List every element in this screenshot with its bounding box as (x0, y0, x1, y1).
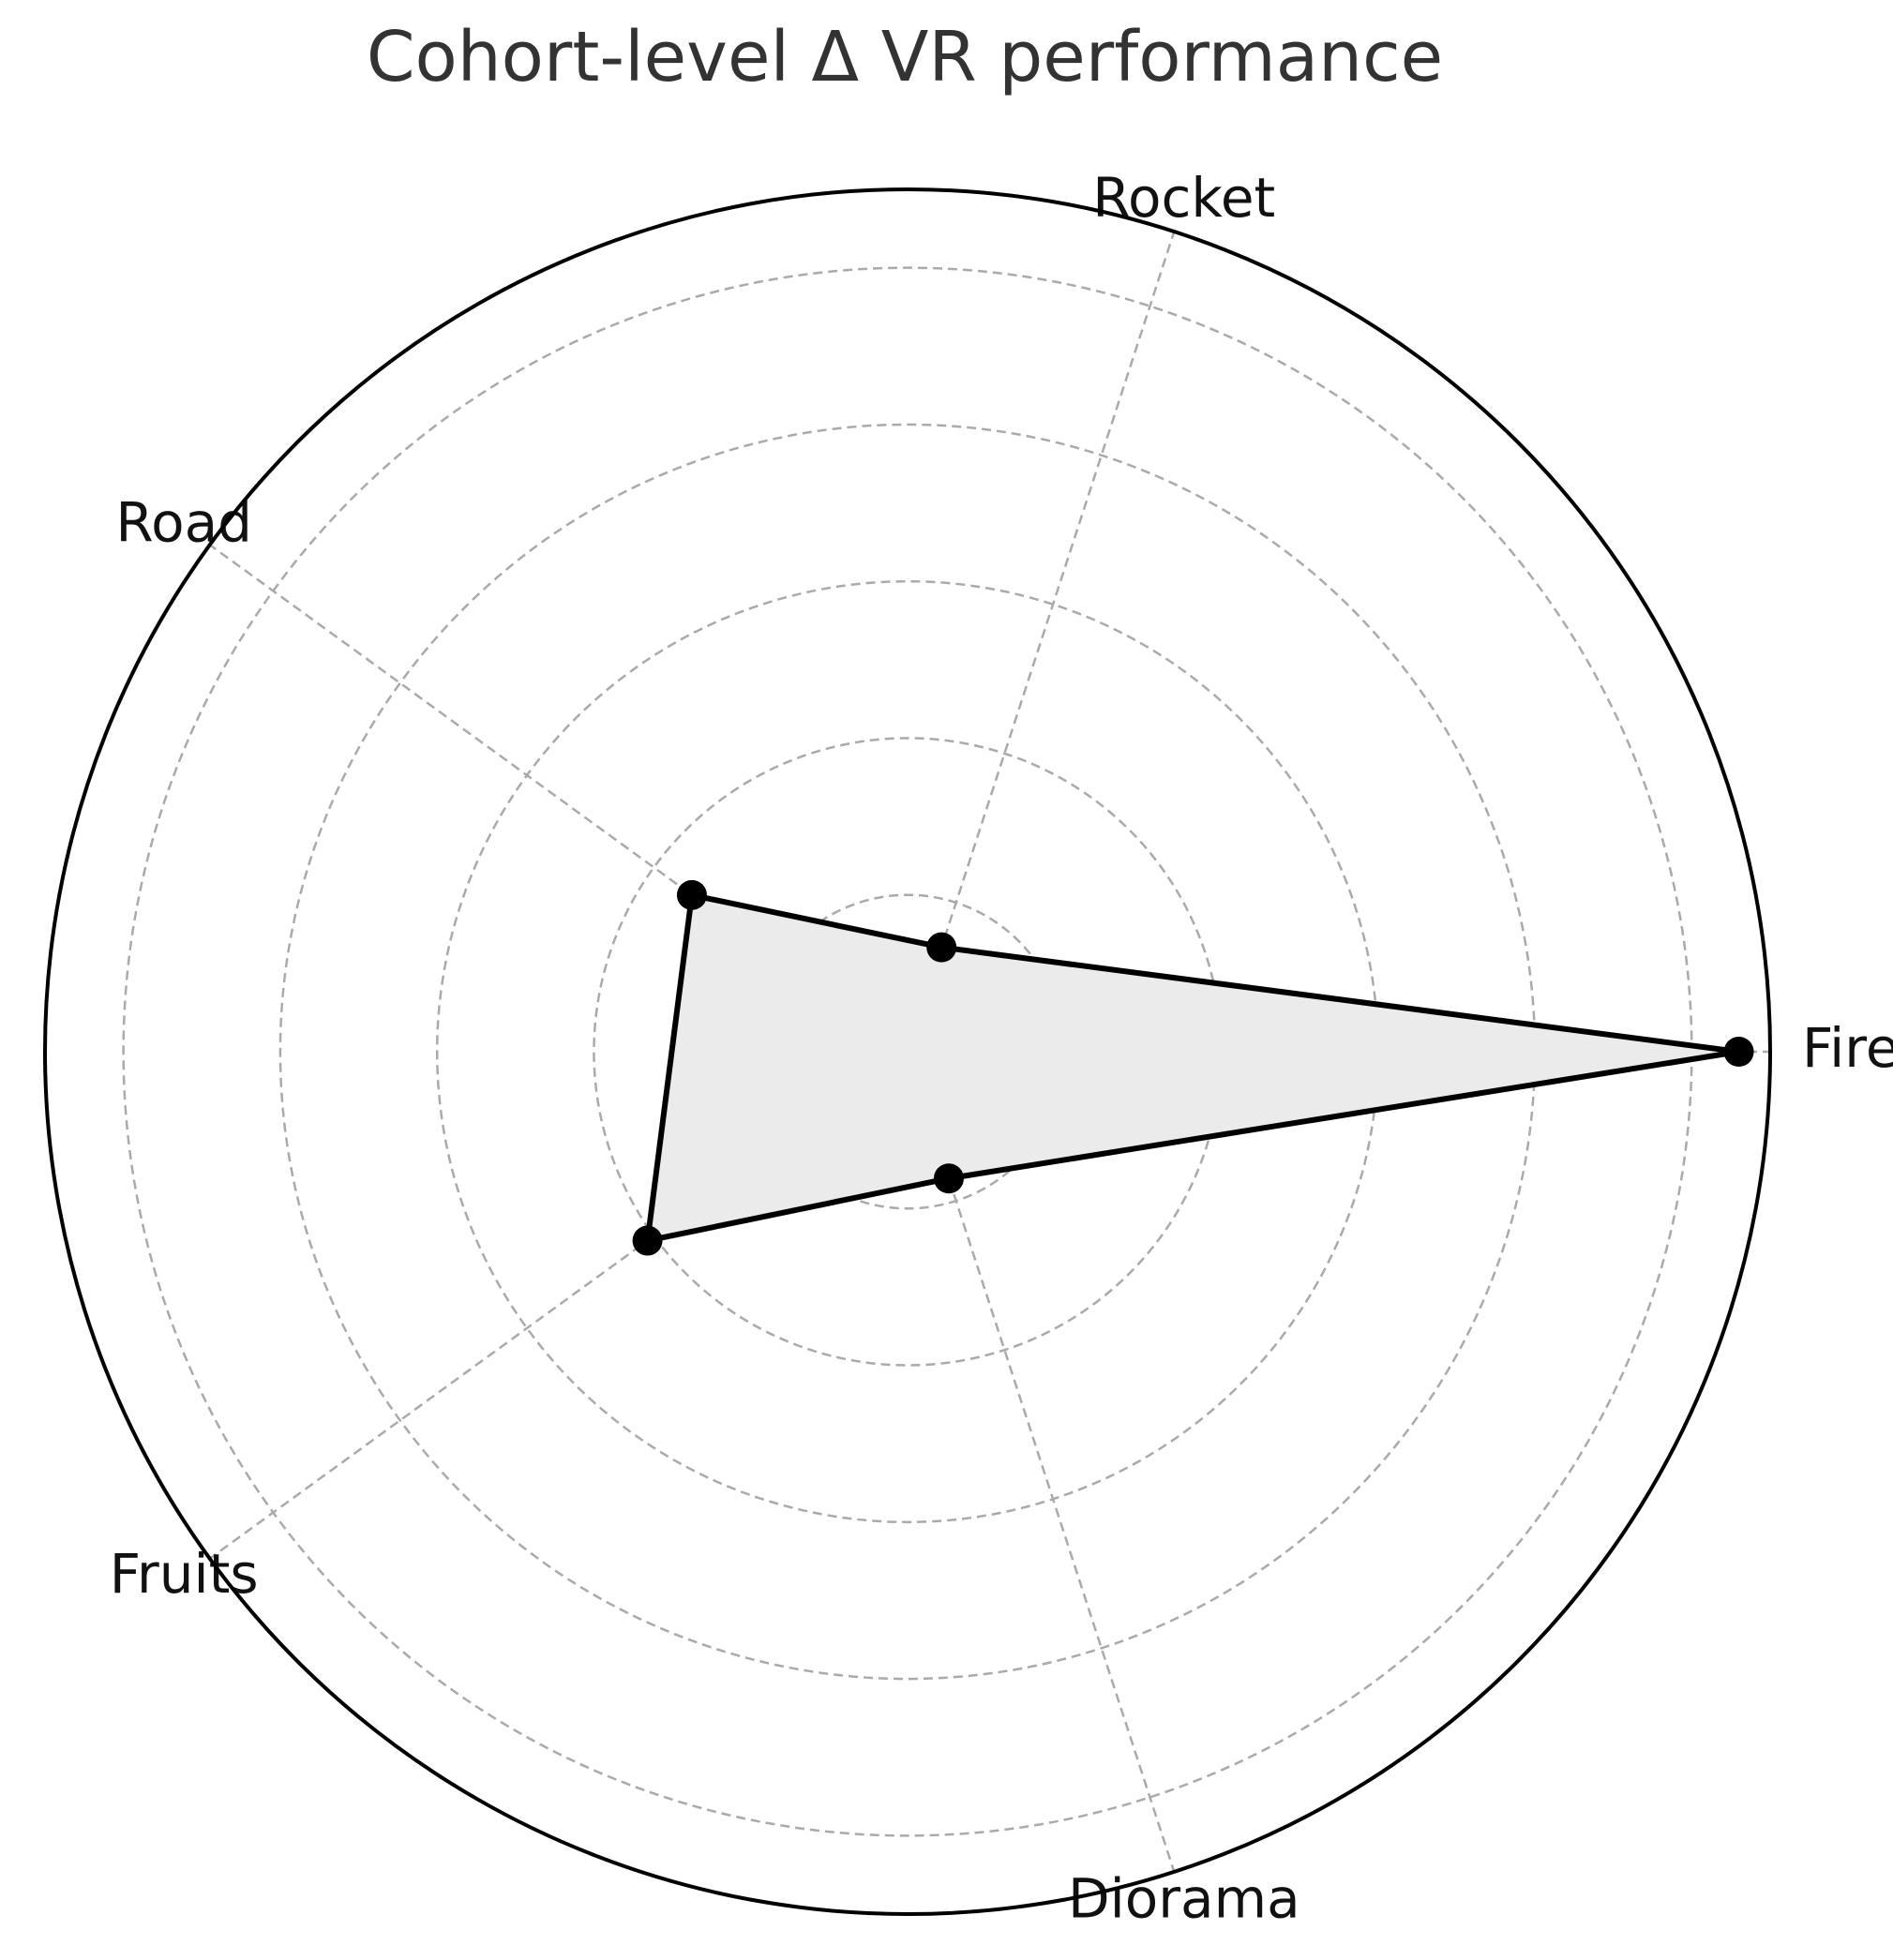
axis-label-fruits: Fruits (110, 1542, 259, 1606)
data-point-rocket (926, 932, 957, 963)
chart-title: Cohort-level Δ VR performance (366, 17, 1444, 97)
series-polygon-1 (644, 891, 1742, 1244)
series-layer (644, 891, 1742, 1244)
axis-label-diorama: Diorama (1068, 1866, 1300, 1930)
axis-label-fire: Fire (1802, 1016, 1893, 1080)
labels-layer: Fire Rocket Road Fruits Diorama (110, 166, 1893, 1931)
data-point-diorama (933, 1163, 964, 1194)
data-point-fruits (632, 1225, 663, 1256)
spoke-rocket (906, 231, 1176, 1053)
axis-label-road: Road (115, 490, 252, 554)
axis-label-rocket: Rocket (1092, 166, 1275, 230)
data-point-road (676, 879, 707, 910)
outer-frame (43, 187, 1772, 1916)
data-point-fire (1723, 1037, 1754, 1067)
points-layer (632, 879, 1754, 1256)
